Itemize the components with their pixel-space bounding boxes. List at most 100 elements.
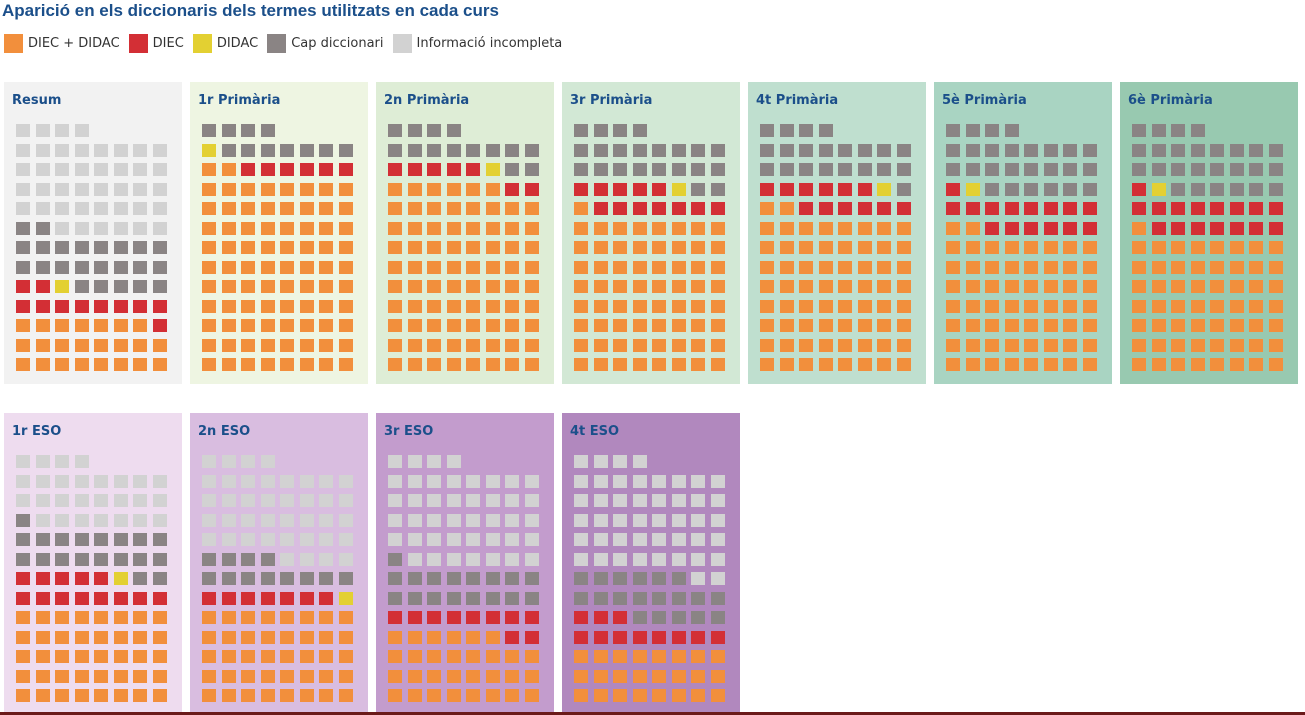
waffle-cell-diec-didac xyxy=(260,182,275,196)
waffle-cell-diec-didac xyxy=(1024,241,1038,254)
waffle-cell-informacio-incompleta xyxy=(280,552,294,566)
waffle-cell-diec-didac xyxy=(388,241,402,254)
waffle-cell-cap-diccionari xyxy=(133,241,147,254)
waffle-cell-diec-didac xyxy=(1210,358,1224,371)
waffle-cell-diec xyxy=(35,299,50,313)
waffle-cell-diec-didac xyxy=(299,182,314,196)
waffle-cell-cap-diccionari xyxy=(799,124,813,137)
waffle-cell-cap-diccionari xyxy=(35,241,50,254)
waffle-cell-diec-didac xyxy=(1063,358,1077,371)
waffle-cell-informacio-incompleta xyxy=(113,494,128,507)
waffle-cell-diec-didac xyxy=(1043,260,1058,274)
waffle-cell-diec-didac xyxy=(593,241,608,254)
waffle-cell-diec-didac xyxy=(965,319,980,332)
waffle-cell-informacio-incompleta xyxy=(574,552,588,566)
waffle-cell-informacio-incompleta xyxy=(133,474,147,488)
waffle-cell-cap-diccionari xyxy=(1190,182,1205,196)
waffle-cell-diec-didac xyxy=(55,358,69,371)
waffle-cell-diec-didac xyxy=(613,669,627,683)
waffle-cell-informacio-incompleta xyxy=(574,533,588,546)
waffle-cell-diec-didac xyxy=(946,319,960,332)
waffle-cell-diec xyxy=(505,182,519,196)
waffle-cell-informacio-incompleta xyxy=(505,474,519,488)
waffle-cell-diec-didac xyxy=(319,630,333,644)
waffle-cell-diec-didac xyxy=(466,630,480,644)
waffle-cell-informacio-incompleta xyxy=(427,474,441,488)
waffle-cell-diec-didac xyxy=(319,689,333,702)
waffle-cell-diec-didac xyxy=(799,221,813,235)
waffle-cell-diec-didac xyxy=(241,630,255,644)
waffle-cell-diec-didac xyxy=(524,221,539,235)
waffle-cell-diec-didac xyxy=(319,280,333,293)
waffle-cell-diec-didac xyxy=(202,163,216,176)
waffle-cell-cap-diccionari xyxy=(985,182,999,196)
waffle-cell-diec-didac xyxy=(16,630,30,644)
waffle-cell-diec-didac xyxy=(388,280,402,293)
waffle-cell-cap-diccionari xyxy=(838,143,852,157)
waffle-cell-diec-didac xyxy=(652,260,666,274)
waffle-cell-diec xyxy=(280,163,294,176)
waffle-cell-diec-didac xyxy=(319,221,333,235)
waffle-cell-informacio-incompleta xyxy=(632,474,647,488)
waffle-cell-diec-didac xyxy=(505,280,519,293)
waffle-panel: 6è Primària xyxy=(1120,82,1298,384)
panel-title: 1r ESO xyxy=(12,424,62,439)
waffle-cell-diec-didac xyxy=(152,689,167,702)
waffle-cell-cap-diccionari xyxy=(485,591,500,605)
waffle-cell-diec-didac xyxy=(1210,280,1224,293)
waffle-cell-diec-didac xyxy=(16,689,30,702)
waffle-cell-diec-didac xyxy=(221,338,236,352)
waffle-cell-informacio-incompleta xyxy=(632,494,647,507)
waffle-cell-diec-didac xyxy=(1190,280,1205,293)
waffle-cell-informacio-incompleta xyxy=(671,474,686,488)
waffle-cell-informacio-incompleta xyxy=(574,494,588,507)
waffle-cell-diec-didac xyxy=(1151,338,1166,352)
waffle-cell-diec-didac xyxy=(407,358,422,371)
waffle-cell-cap-diccionari xyxy=(133,533,147,546)
waffle-cell-diec-didac xyxy=(427,319,441,332)
waffle-cell-diec-didac xyxy=(857,280,872,293)
waffle-cell-cap-diccionari xyxy=(1171,182,1185,196)
waffle-cell-diec-didac xyxy=(1249,241,1263,254)
waffle-cell-diec-didac xyxy=(407,241,422,254)
waffle-cell-diec xyxy=(1024,221,1038,235)
waffle-cell-diec-didac xyxy=(427,221,441,235)
waffle-cell-informacio-incompleta xyxy=(55,202,69,215)
waffle-cell-diec xyxy=(1229,202,1244,215)
waffle-cell-diec-didac xyxy=(1132,358,1146,371)
waffle-cell-diec-didac xyxy=(280,338,294,352)
waffle-cell-diec-didac xyxy=(485,319,500,332)
waffle-cell-diec-didac xyxy=(574,650,588,663)
waffle-cell-diec-didac xyxy=(260,260,275,274)
waffle-cell-diec-didac xyxy=(1004,338,1019,352)
legend-swatch xyxy=(192,33,212,53)
waffle-cell-informacio-incompleta xyxy=(407,552,422,566)
waffle-cell-cap-diccionari xyxy=(671,163,686,176)
waffle-cell-diec-didac xyxy=(485,689,500,702)
waffle-cell-cap-diccionari xyxy=(574,143,588,157)
waffle-cell-diec-didac xyxy=(299,280,314,293)
waffle-cell-cap-diccionari xyxy=(407,143,422,157)
waffle-cell-diec-didac xyxy=(338,280,353,293)
waffle-cell-diec-didac xyxy=(1132,260,1146,274)
waffle-cell-cap-diccionari xyxy=(505,143,519,157)
waffle-cell-diec-didac xyxy=(299,319,314,332)
waffle-cell-informacio-incompleta xyxy=(152,182,167,196)
waffle-cell-diec-didac xyxy=(55,630,69,644)
waffle-cell-diec-didac xyxy=(260,669,275,683)
waffle-cell-informacio-incompleta xyxy=(524,552,539,566)
waffle-cell-informacio-incompleta xyxy=(35,202,50,215)
waffle-cell-informacio-incompleta xyxy=(133,202,147,215)
waffle-cell-diec-didac xyxy=(505,241,519,254)
waffle-cell-diec-didac xyxy=(505,260,519,274)
waffle-cell-diec-didac xyxy=(113,338,128,352)
waffle-cell-diec-didac xyxy=(691,650,705,663)
waffle-cell-cap-diccionari xyxy=(133,572,147,585)
waffle-cell-diec-didac xyxy=(466,260,480,274)
waffle-cell-diec-didac xyxy=(1190,319,1205,332)
waffle-cell-diec-didac xyxy=(779,280,794,293)
waffle-cell-cap-diccionari xyxy=(427,124,441,137)
waffle-cell-diec xyxy=(74,299,89,313)
waffle-cell-diec-didac xyxy=(427,241,441,254)
waffle-cell-diec-didac xyxy=(838,241,852,254)
